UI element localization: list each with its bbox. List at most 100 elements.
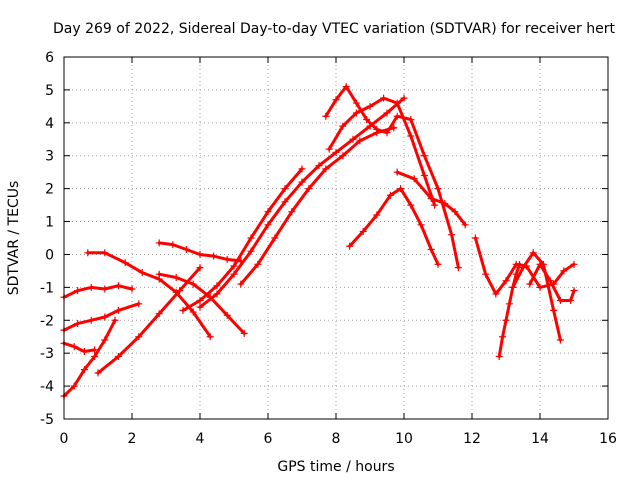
y-axis-tick-labels: -5 -4 -3 -2 -1 0 1 2 3 4 5 6 [40, 50, 54, 428]
data-point [213, 282, 221, 290]
data-point [196, 264, 204, 272]
data-point [519, 264, 527, 272]
data-point [366, 102, 374, 110]
data-point [240, 329, 248, 337]
data-point [482, 270, 490, 278]
data-point [380, 94, 388, 102]
data-point [417, 221, 425, 229]
y-tick-label: -2 [40, 313, 54, 329]
x-tick-label: 4 [196, 431, 205, 447]
data-point [536, 260, 544, 268]
data-point [288, 208, 296, 216]
data-point [155, 310, 163, 318]
series-track-9 [179, 165, 306, 314]
x-tick-label: 2 [128, 431, 137, 447]
data-point [502, 316, 510, 324]
y-tick-label: -1 [40, 280, 54, 296]
data-point [471, 234, 479, 242]
data-point [111, 316, 119, 324]
data-point [383, 129, 391, 137]
x-axis-tick-labels: 0 2 4 6 8 10 12 14 16 [60, 431, 617, 447]
data-point [570, 260, 578, 268]
data-point [196, 250, 204, 258]
data-point [264, 221, 272, 229]
data-point [441, 199, 449, 207]
data-point [281, 198, 289, 206]
data-point [70, 343, 78, 351]
data-point [189, 308, 197, 316]
data-point [431, 201, 439, 209]
data-point [254, 260, 262, 268]
data-point [420, 152, 428, 160]
data-point [189, 280, 197, 288]
y-tick-label: 4 [45, 116, 54, 132]
data-point [461, 221, 469, 229]
data-point [505, 300, 513, 308]
series-track-16 [471, 234, 578, 298]
data-point [315, 162, 323, 170]
series-track-14 [346, 185, 442, 268]
data-point [346, 242, 354, 250]
data-point [84, 249, 92, 257]
y-tick-label: 6 [45, 50, 54, 66]
data-point [556, 297, 564, 305]
data-point [322, 112, 330, 120]
data-point [206, 333, 214, 341]
chart-title: Day 269 of 2022, Sidereal Day-to-day VTE… [53, 21, 615, 37]
series-track-5 [84, 249, 214, 341]
data-point [342, 83, 350, 91]
x-tick-label: 16 [599, 431, 617, 447]
data-point [172, 273, 180, 281]
data-point [393, 112, 401, 120]
data-point [101, 313, 109, 321]
y-tick-label: 3 [45, 149, 54, 165]
data-point [448, 231, 456, 239]
series-line [96, 266, 202, 375]
data-point [499, 333, 507, 341]
data-point [550, 306, 558, 314]
data-point [121, 259, 129, 267]
x-tick-label: 10 [395, 431, 413, 447]
data-point [128, 285, 136, 293]
data-point [383, 109, 391, 117]
x-tick-label: 6 [264, 431, 273, 447]
data-point [567, 297, 575, 305]
data-point [196, 303, 204, 311]
data-point [237, 280, 245, 288]
data-point [213, 290, 221, 298]
data-point [264, 208, 272, 216]
series-line [239, 126, 396, 286]
data-point [101, 285, 109, 293]
data-point [74, 287, 82, 295]
data-point [349, 135, 357, 143]
data-point [560, 267, 568, 275]
data-point [502, 277, 510, 285]
data-point [247, 247, 255, 255]
data-point [80, 366, 88, 374]
series-line [62, 284, 134, 299]
axis-ticks [63, 56, 609, 420]
data-point [169, 241, 177, 249]
data-point [179, 306, 187, 314]
x-tick-label: 14 [531, 431, 549, 447]
data-point [529, 249, 537, 257]
data-point [397, 185, 405, 193]
data-point [322, 165, 330, 173]
data-point [138, 269, 146, 277]
data-point [556, 336, 564, 344]
y-axis-label: SDTVAR / TECUs [6, 181, 22, 296]
y-tick-label: 5 [45, 83, 54, 99]
data-point [373, 125, 381, 133]
data-point [363, 116, 371, 124]
series-track-19 [526, 260, 578, 305]
y-tick-label: -5 [40, 412, 54, 428]
series-track-11 [237, 124, 398, 288]
series-line [348, 187, 440, 266]
data-point [223, 255, 231, 263]
data-point [536, 283, 544, 291]
series-track-2 [60, 300, 143, 334]
data-point [101, 249, 109, 257]
x-tick-label: 0 [60, 431, 69, 447]
series-line [395, 170, 467, 227]
y-tick-label: 1 [45, 215, 54, 231]
